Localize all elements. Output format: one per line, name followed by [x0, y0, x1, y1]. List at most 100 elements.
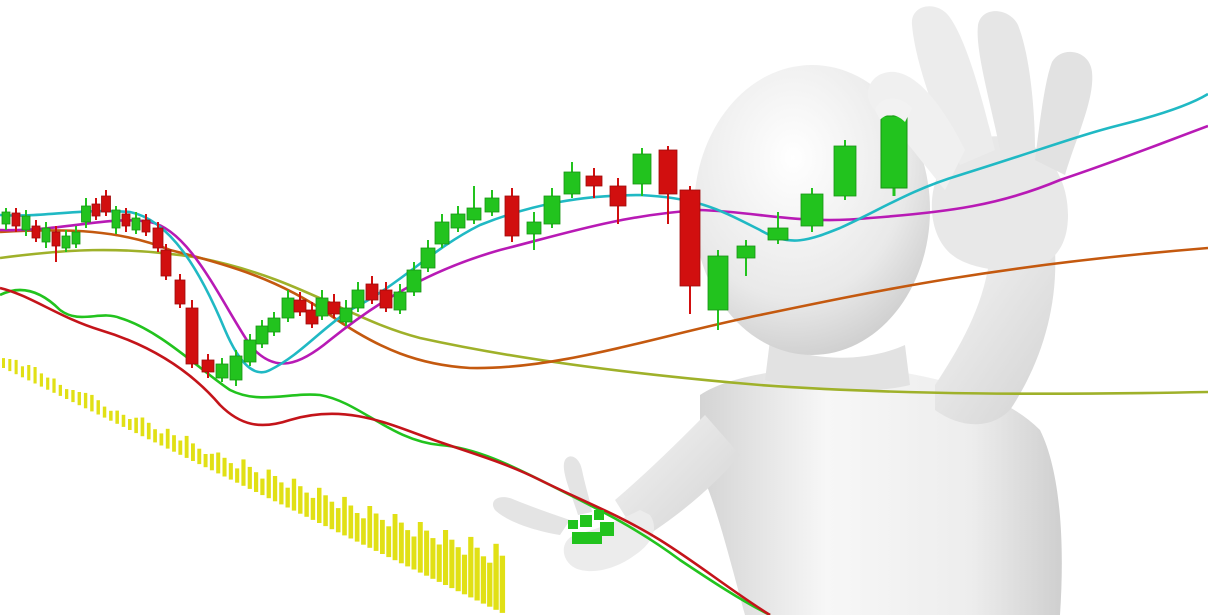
volume-bar — [367, 506, 373, 548]
volume-bar — [260, 478, 265, 496]
bearish-candle — [11, 212, 21, 227]
volume-bar — [203, 454, 208, 468]
volume-bar — [90, 394, 94, 412]
bullish-candle — [420, 247, 436, 269]
volume-bar — [209, 453, 214, 471]
volume-bar — [165, 428, 170, 449]
volume-bar — [392, 514, 398, 561]
bearish-candle — [293, 299, 307, 313]
bullish-candle — [41, 227, 51, 243]
bearish-candle — [101, 195, 111, 213]
volume-bar — [52, 378, 56, 393]
bearish-candle — [305, 309, 319, 325]
ma-line-magenta — [0, 124, 1208, 365]
volume-bar — [172, 435, 176, 452]
bearish-candle — [174, 279, 186, 305]
volume-bar — [304, 492, 309, 517]
bearish-candle — [201, 359, 215, 373]
bullish-candle — [61, 235, 71, 249]
volume-bar — [228, 463, 233, 480]
bullish-candle — [466, 207, 482, 221]
bullish-candle — [707, 255, 729, 311]
volume-bar — [487, 562, 493, 607]
volume-bar — [443, 530, 449, 585]
bullish-candle — [21, 215, 31, 231]
volume-bar — [254, 472, 259, 492]
volume-bar — [455, 547, 461, 592]
volume-bar — [380, 519, 385, 554]
volume-bar — [241, 459, 246, 486]
hand-held-candles — [568, 510, 614, 544]
volume-bar — [153, 429, 157, 443]
volume-bar — [386, 526, 392, 558]
figure-lower-hand-thumb — [563, 456, 592, 515]
volume-bar — [266, 469, 271, 499]
hand-candle — [600, 522, 614, 536]
bearish-candle — [585, 175, 603, 187]
volume-bar — [461, 554, 468, 595]
hand-candle — [594, 510, 604, 520]
figure-finger — [977, 11, 1035, 151]
bullish-candle — [255, 325, 269, 345]
bearish-candle — [51, 231, 61, 247]
volume-bar — [109, 410, 113, 421]
bearish-candle — [152, 227, 164, 249]
volume-bar — [65, 389, 69, 399]
bullish-candle — [563, 171, 581, 195]
bullish-candle — [81, 205, 91, 223]
volume-bar — [329, 501, 335, 530]
bearish-candle — [185, 307, 199, 365]
volume-bar — [159, 433, 164, 446]
hand-candle — [568, 520, 578, 529]
bullish-candle — [484, 197, 500, 213]
bearish-candle — [327, 301, 341, 315]
volume-bar — [71, 390, 75, 403]
figure-neck — [765, 340, 910, 392]
volume-bar — [317, 487, 322, 523]
bullish-candle — [71, 231, 81, 245]
bearish-candle — [31, 225, 41, 239]
volume-bar — [272, 476, 278, 502]
bullish-candle — [406, 269, 422, 293]
volume-bar — [354, 513, 360, 542]
volume-bar — [77, 392, 81, 406]
volume-bar — [128, 419, 132, 430]
volume-bar — [480, 556, 487, 604]
volume-bar — [298, 486, 303, 514]
volume-bar — [417, 522, 423, 573]
bearish-candle — [379, 289, 393, 309]
bearish-candle — [141, 219, 151, 233]
bullish-candle — [229, 355, 243, 381]
volume-bar — [323, 495, 328, 527]
volume-bars — [2, 358, 506, 613]
bullish-candle — [131, 217, 141, 231]
figure-finger — [911, 6, 995, 165]
bullish-candle — [526, 221, 542, 235]
volume-bar — [178, 440, 183, 455]
bearish-candle — [679, 189, 701, 287]
volume-bar — [102, 406, 107, 418]
volume-bar — [83, 392, 88, 409]
figure-lower-hand-fingers — [492, 497, 570, 535]
bullish-candle — [543, 195, 561, 225]
bearish-candle — [121, 213, 131, 227]
volume-bar — [398, 522, 404, 564]
volume-bar — [33, 367, 37, 384]
volume-bar — [216, 452, 221, 474]
bullish-candle — [339, 307, 353, 323]
volume-bar — [14, 359, 18, 375]
volume-bar — [424, 530, 430, 576]
volume-bar — [121, 414, 126, 427]
indicator-line-red — [0, 286, 771, 615]
volume-bar — [373, 513, 379, 551]
volume-bar — [436, 544, 442, 582]
figure-lower-arm — [615, 415, 740, 540]
volume-bar — [20, 366, 24, 378]
bullish-candle — [632, 153, 652, 185]
bearish-candle — [658, 149, 678, 195]
bullish-candle — [833, 145, 857, 197]
hand-candle — [572, 532, 602, 544]
volume-bar — [411, 536, 417, 570]
volume-bar — [348, 505, 354, 539]
